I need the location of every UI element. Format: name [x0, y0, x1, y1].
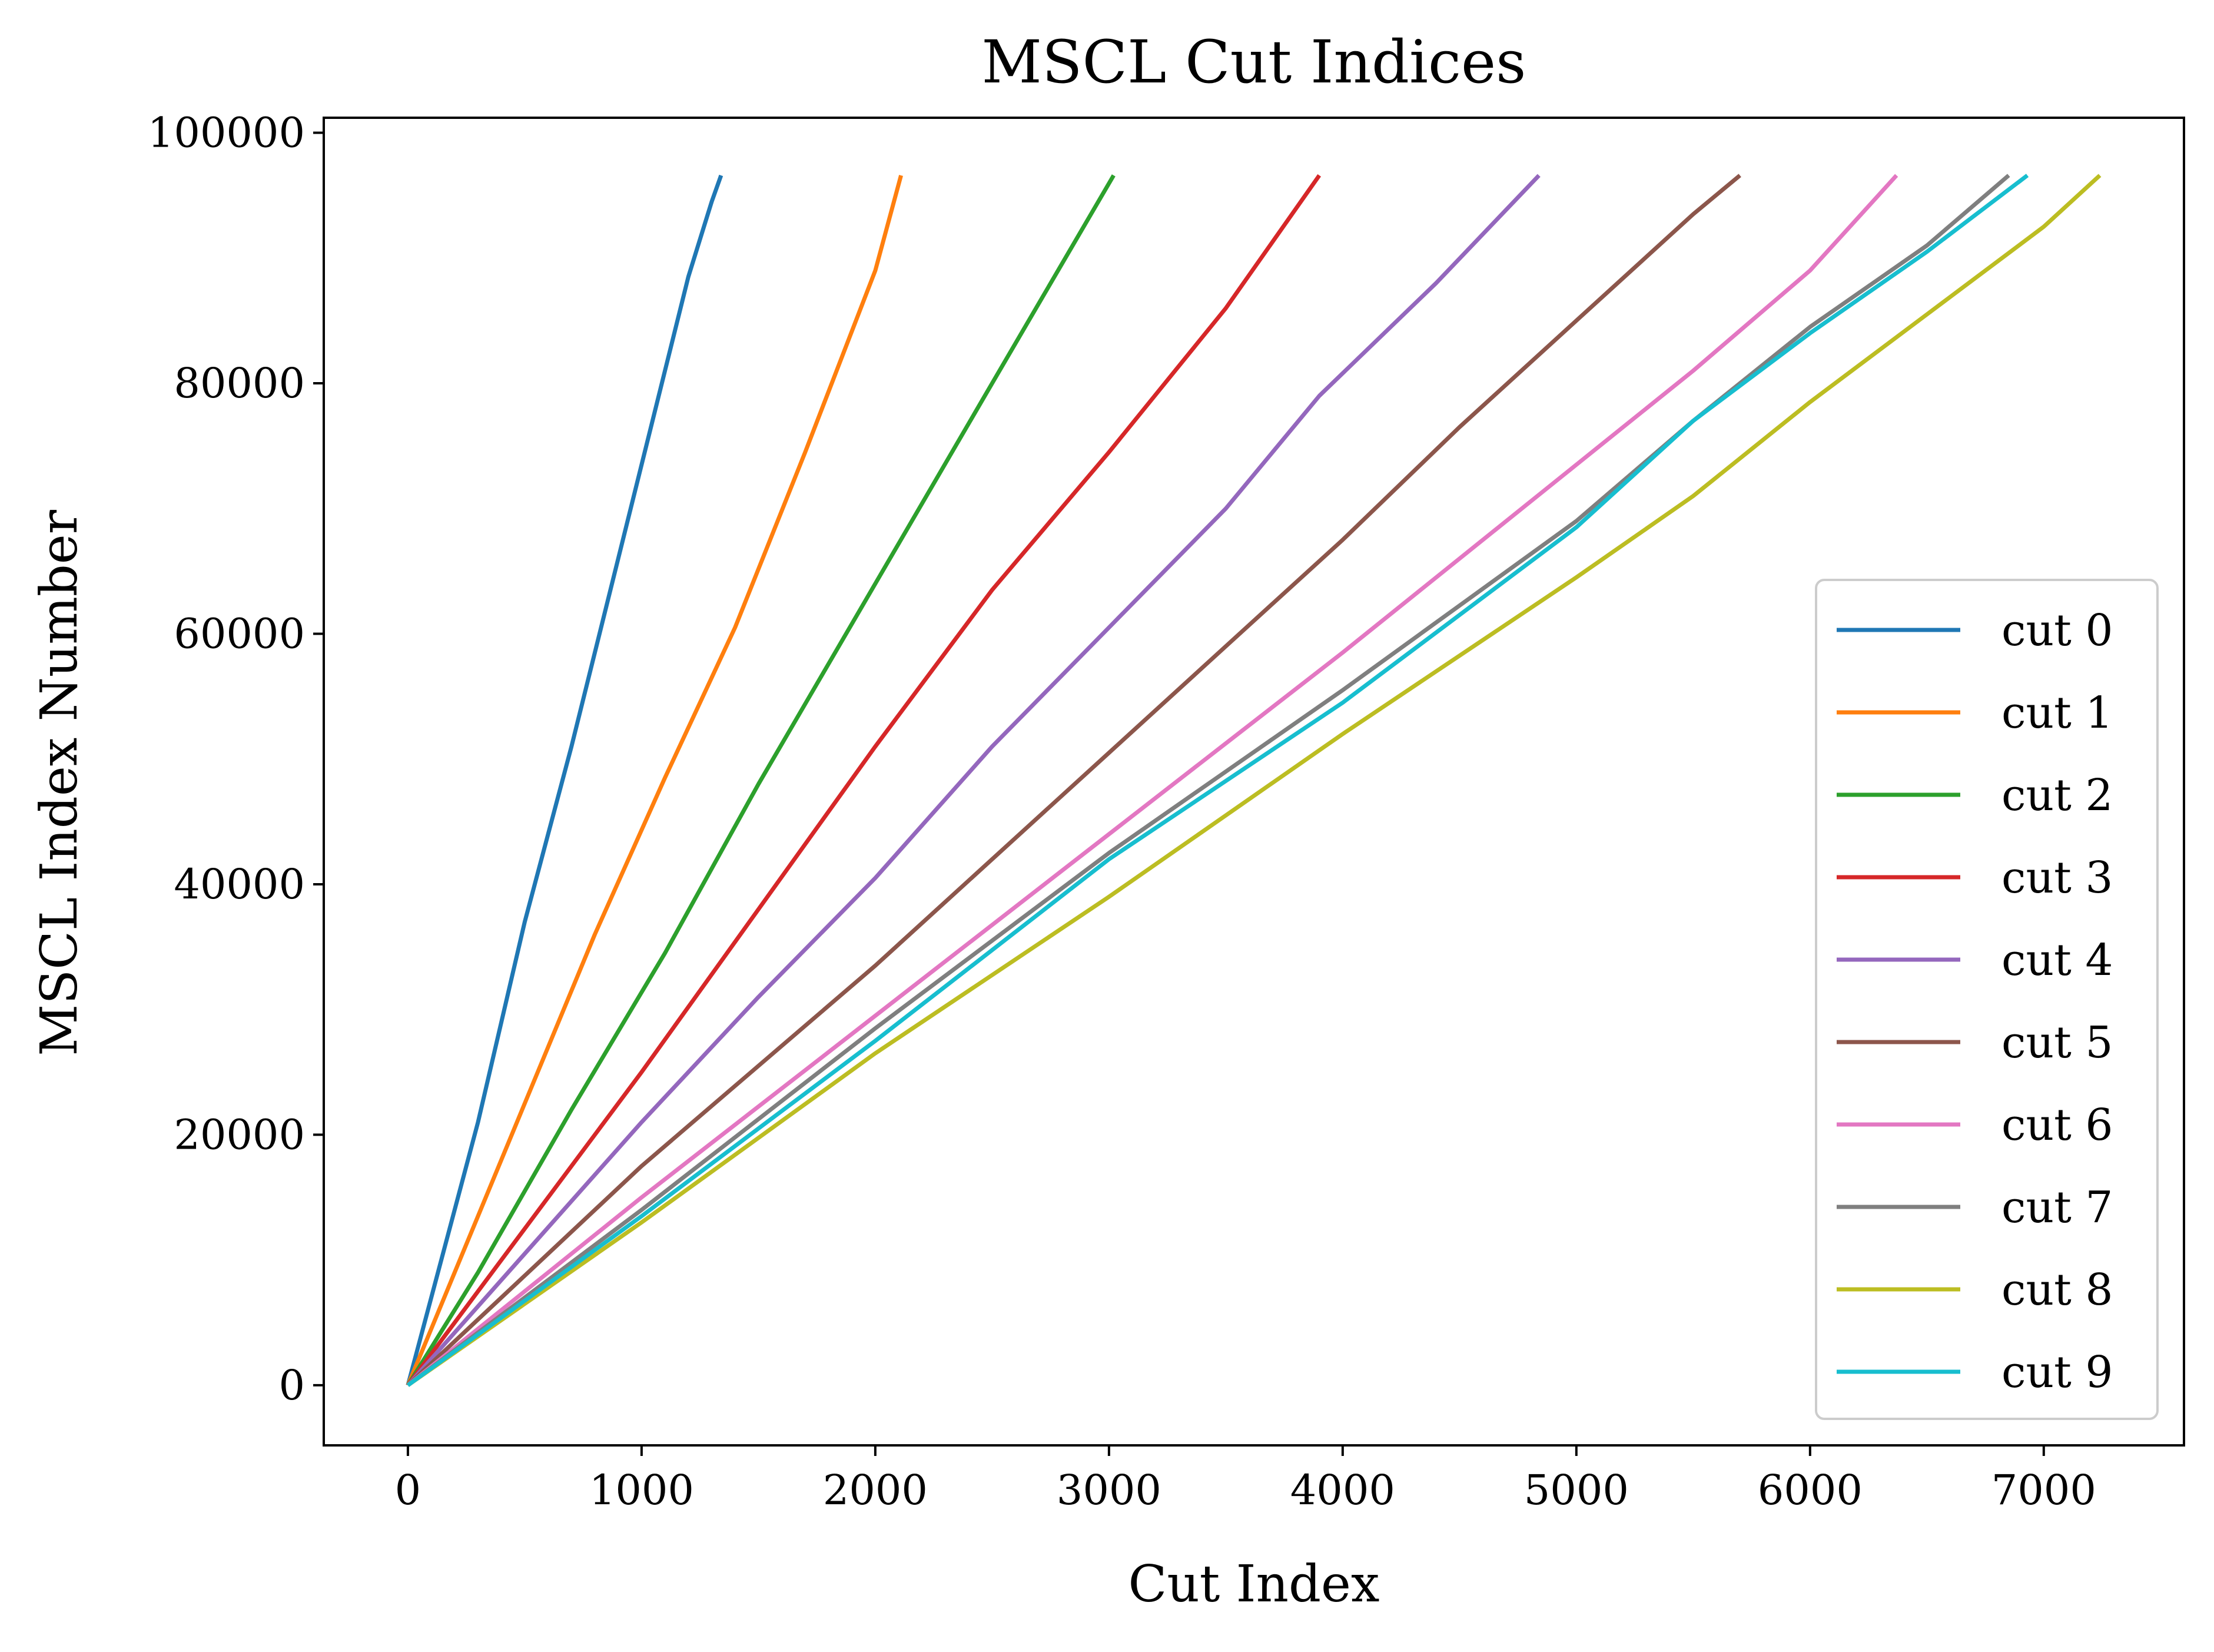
legend-label-cut-6: cut 6	[2001, 1100, 2113, 1150]
legend-label-cut-8: cut 8	[2001, 1265, 2113, 1315]
series-line-cut-5	[406, 174, 1741, 1387]
legend-label-cut-2: cut 2	[2001, 770, 2113, 821]
legend-label-cut-4: cut 4	[2001, 935, 2113, 986]
y-tick-label: 20000	[174, 1110, 305, 1159]
y-tick-label: 80000	[174, 359, 305, 407]
legend-items: cut 0 cut 1 cut 2 cut 3 cut 4 cut 5 cut 6 cut 7…	[1837, 605, 2113, 1398]
ticks-layer: 0 1000 2000 3000 4000 5000 6000 7000 0 20000 40000…	[148, 109, 2096, 1514]
y-tick-label: 60000	[174, 609, 305, 658]
legend-label-cut-7: cut 7	[2001, 1182, 2113, 1233]
legend-frame	[1815, 579, 2159, 1420]
y-axis-label: MSCL Index Number	[30, 509, 89, 1056]
series-line-cut-8	[406, 174, 2102, 1387]
series-layer	[406, 174, 2102, 1387]
x-tick-label: 4000	[1290, 1466, 1395, 1514]
x-tick-label: 3000	[1057, 1466, 1161, 1514]
series-line-cut-3	[406, 174, 1322, 1386]
x-tick-label: 5000	[1524, 1466, 1629, 1514]
x-tick-label: 1000	[589, 1466, 694, 1514]
legend-label-cut-0: cut 0	[2001, 605, 2113, 656]
y-tick-label: 0	[278, 1361, 305, 1409]
x-tick-label: 0	[395, 1466, 421, 1514]
legend-label-cut-5: cut 5	[2001, 1017, 2113, 1068]
x-tick-label: 7000	[1991, 1466, 2096, 1514]
legend-label-cut-9: cut 9	[2001, 1347, 2113, 1398]
legend-label-cut-1: cut 1	[2001, 688, 2113, 738]
legend-label-cut-3: cut 3	[2001, 852, 2113, 903]
series-line-cut-7	[406, 174, 2010, 1387]
series-line-cut-6	[406, 174, 1898, 1387]
y-tick-label: 40000	[174, 860, 305, 908]
x-tick-label: 6000	[1758, 1466, 1863, 1514]
x-axis-label: Cut Index	[1128, 1555, 1380, 1614]
series-line-cut-9	[406, 174, 2029, 1387]
series-line-cut-0	[406, 174, 723, 1386]
legend: cut 0 cut 1 cut 2 cut 3 cut 4 cut 5 cut 6 cut 7…	[1815, 579, 2159, 1420]
x-tick-label: 2000	[823, 1466, 928, 1514]
y-tick-label: 100000	[148, 109, 305, 157]
plot-frame	[323, 117, 2185, 1447]
chart-title: MSCL Cut Indices	[982, 28, 1526, 97]
series-line-cut-2	[406, 174, 1116, 1386]
series-line-cut-1	[406, 174, 903, 1386]
series-line-cut-4	[406, 174, 1541, 1387]
